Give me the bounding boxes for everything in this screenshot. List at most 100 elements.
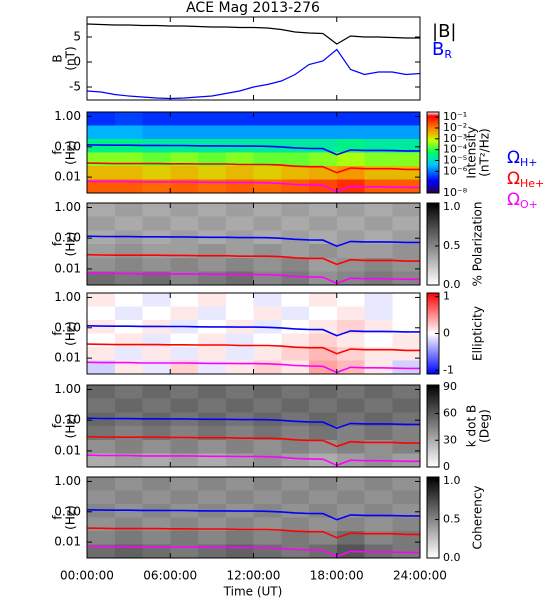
heatmap-cell — [198, 333, 226, 348]
heatmap-cell — [392, 112, 420, 126]
heatmap-cell — [253, 544, 282, 558]
colorbar-tick-label: 0.5 — [443, 512, 461, 525]
heatmap-cell — [198, 398, 226, 413]
heatmap-cell — [142, 179, 171, 193]
heatmap-cell — [114, 152, 143, 167]
y-axis-label: f — [51, 241, 65, 246]
heatmap-cell — [142, 531, 171, 545]
heatmap-cell — [170, 152, 198, 167]
heatmap-cell — [281, 243, 309, 258]
heatmap-cell — [392, 152, 420, 167]
heatmap-cell — [114, 360, 143, 374]
colorbar — [426, 384, 440, 468]
heatmap-cell — [336, 385, 365, 399]
heatmap-cell — [336, 490, 365, 505]
heatmap-cell — [87, 257, 115, 272]
heatmap-cell — [336, 166, 365, 180]
heatmap-cell — [114, 243, 143, 258]
heatmap-cell — [281, 517, 309, 532]
colorbar-tick-label: 10⁻⁸ — [443, 186, 468, 199]
heatmap-cell — [198, 439, 226, 454]
heatmap-cell — [225, 425, 254, 440]
heatmap-cell — [198, 347, 226, 361]
heatmap-cell — [253, 216, 282, 231]
y-axis-label: (Hz) — [64, 140, 78, 165]
y-tick-label: 0.01 — [54, 351, 81, 365]
heatmap-cell — [225, 517, 254, 532]
heatmap-cell — [392, 333, 420, 348]
heatmap-cell — [392, 385, 420, 399]
overlay-legend-subscript: O+ — [520, 198, 538, 211]
heatmap-cell — [142, 216, 171, 231]
heatmap-cell — [364, 230, 393, 244]
heatmap-cell — [392, 306, 420, 321]
heatmap-cell — [225, 306, 254, 321]
heatmap-cell — [142, 477, 171, 491]
heatmap-cell — [114, 112, 143, 126]
heatmap-cell — [309, 385, 337, 399]
heatmap-cell — [336, 425, 365, 440]
heatmap-cell — [225, 216, 254, 231]
gyrofrequency-line — [86, 454, 420, 467]
gyrofrequency-line — [86, 162, 420, 174]
colorbar-label: Intensity — [465, 126, 479, 178]
heatmap-cell — [281, 271, 309, 285]
heatmap-cell — [198, 477, 226, 491]
heatmap-cell — [170, 216, 198, 231]
heatmap-cell — [253, 293, 282, 307]
heatmap-cell — [392, 271, 420, 285]
y-tick-label: 0.01 — [54, 261, 81, 275]
heatmap-cell — [364, 517, 393, 532]
heatmap-cell — [87, 531, 115, 545]
overlay-legend-label: Ω — [507, 169, 520, 189]
heatmap-cell — [87, 203, 115, 217]
heatmap-cell — [392, 139, 420, 153]
heatmap-cell — [170, 333, 198, 348]
y-tick-label: 0.01 — [54, 535, 81, 549]
colorbar-label: Ellipticity — [471, 306, 485, 361]
colorbar-tick-label: 10⁻¹ — [443, 110, 467, 123]
heatmap-cell — [309, 152, 337, 167]
heatmap-cell — [142, 125, 171, 140]
heatmap-cell — [336, 152, 365, 167]
colorbar — [426, 476, 440, 559]
heatmap-cell — [309, 306, 337, 321]
heatmap-cell — [198, 152, 226, 167]
heatmap-cell — [364, 203, 393, 217]
heatmap-cell — [336, 504, 365, 518]
heatmap-cell — [198, 531, 226, 545]
heatmap-cell — [198, 203, 226, 217]
colorbar-tick-label: 0 — [443, 327, 450, 340]
heatmap-cell — [170, 517, 198, 532]
colorbar-tick-label: 60 — [443, 407, 457, 420]
heatmap-cell — [114, 166, 143, 180]
colorbar-label: (Deg) — [478, 409, 492, 443]
heatmap-cell — [392, 477, 420, 491]
heatmap-cell — [225, 360, 254, 374]
heatmap-cell — [309, 293, 337, 307]
heatmap-cell — [87, 112, 115, 126]
heatmap-cell — [253, 425, 282, 440]
heatmap-cell — [225, 152, 254, 167]
heatmap-cell — [253, 306, 282, 321]
heatmap-cell — [309, 425, 337, 440]
heatmap-cell — [225, 333, 254, 348]
heatmap-cell — [309, 257, 337, 272]
colorbar-tick-label: 0.0 — [443, 278, 461, 291]
y-tick-label: 0 — [73, 55, 81, 69]
heatmap-cell — [309, 216, 337, 231]
heatmap-cell — [392, 243, 420, 258]
heatmap-cell — [364, 216, 393, 231]
heatmap-cell — [364, 385, 393, 399]
heatmap-cell — [364, 293, 393, 307]
gyrofrequency-line — [86, 235, 420, 248]
heatmap-cell — [364, 306, 393, 321]
heatmap-cell — [336, 517, 365, 532]
heatmap-cell — [281, 360, 309, 374]
heatmap-cell — [114, 293, 143, 307]
heatmap-cell — [336, 216, 365, 231]
heatmap-cell — [253, 166, 282, 180]
heatmap-cell — [114, 531, 143, 545]
heatmap-cell — [364, 112, 393, 126]
